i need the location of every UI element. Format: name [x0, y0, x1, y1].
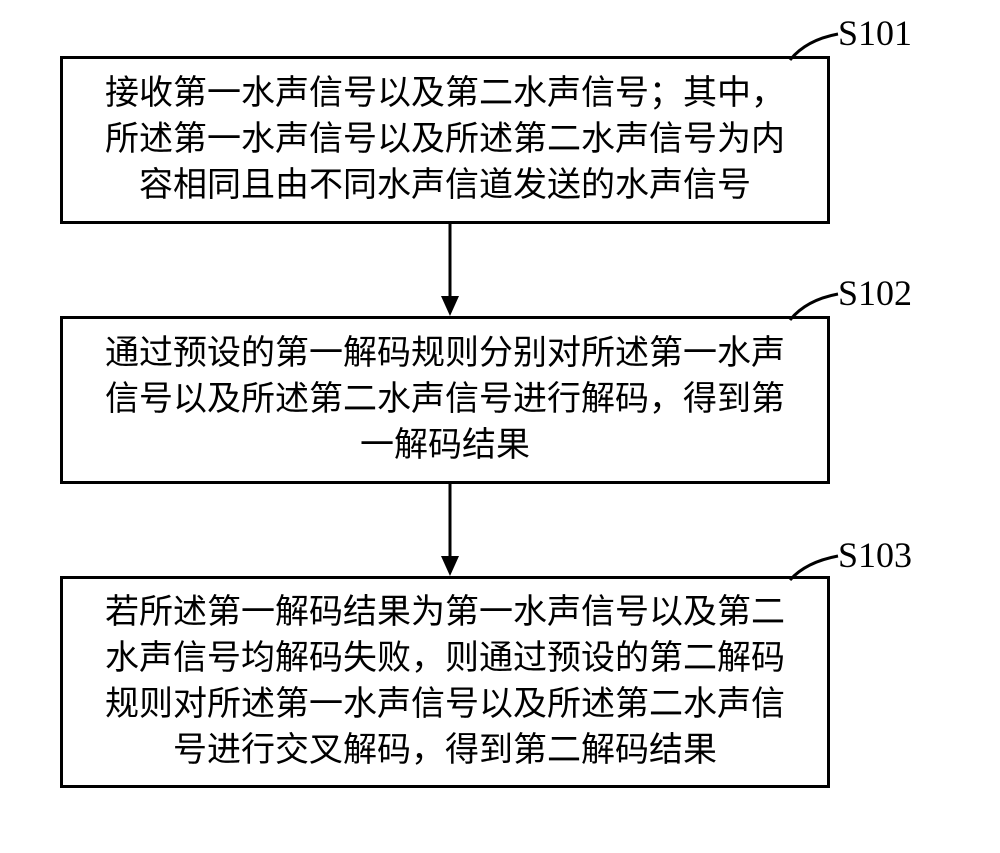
flow-arrow-1: [440, 224, 460, 316]
label-connector-s103: [0, 0, 1000, 620]
flowchart-canvas: 接收第一水声信号以及第二水声信号；其中，所述第一水声信号以及所述第二水声信号为内…: [0, 0, 1000, 853]
flow-arrow-2: [440, 484, 460, 576]
